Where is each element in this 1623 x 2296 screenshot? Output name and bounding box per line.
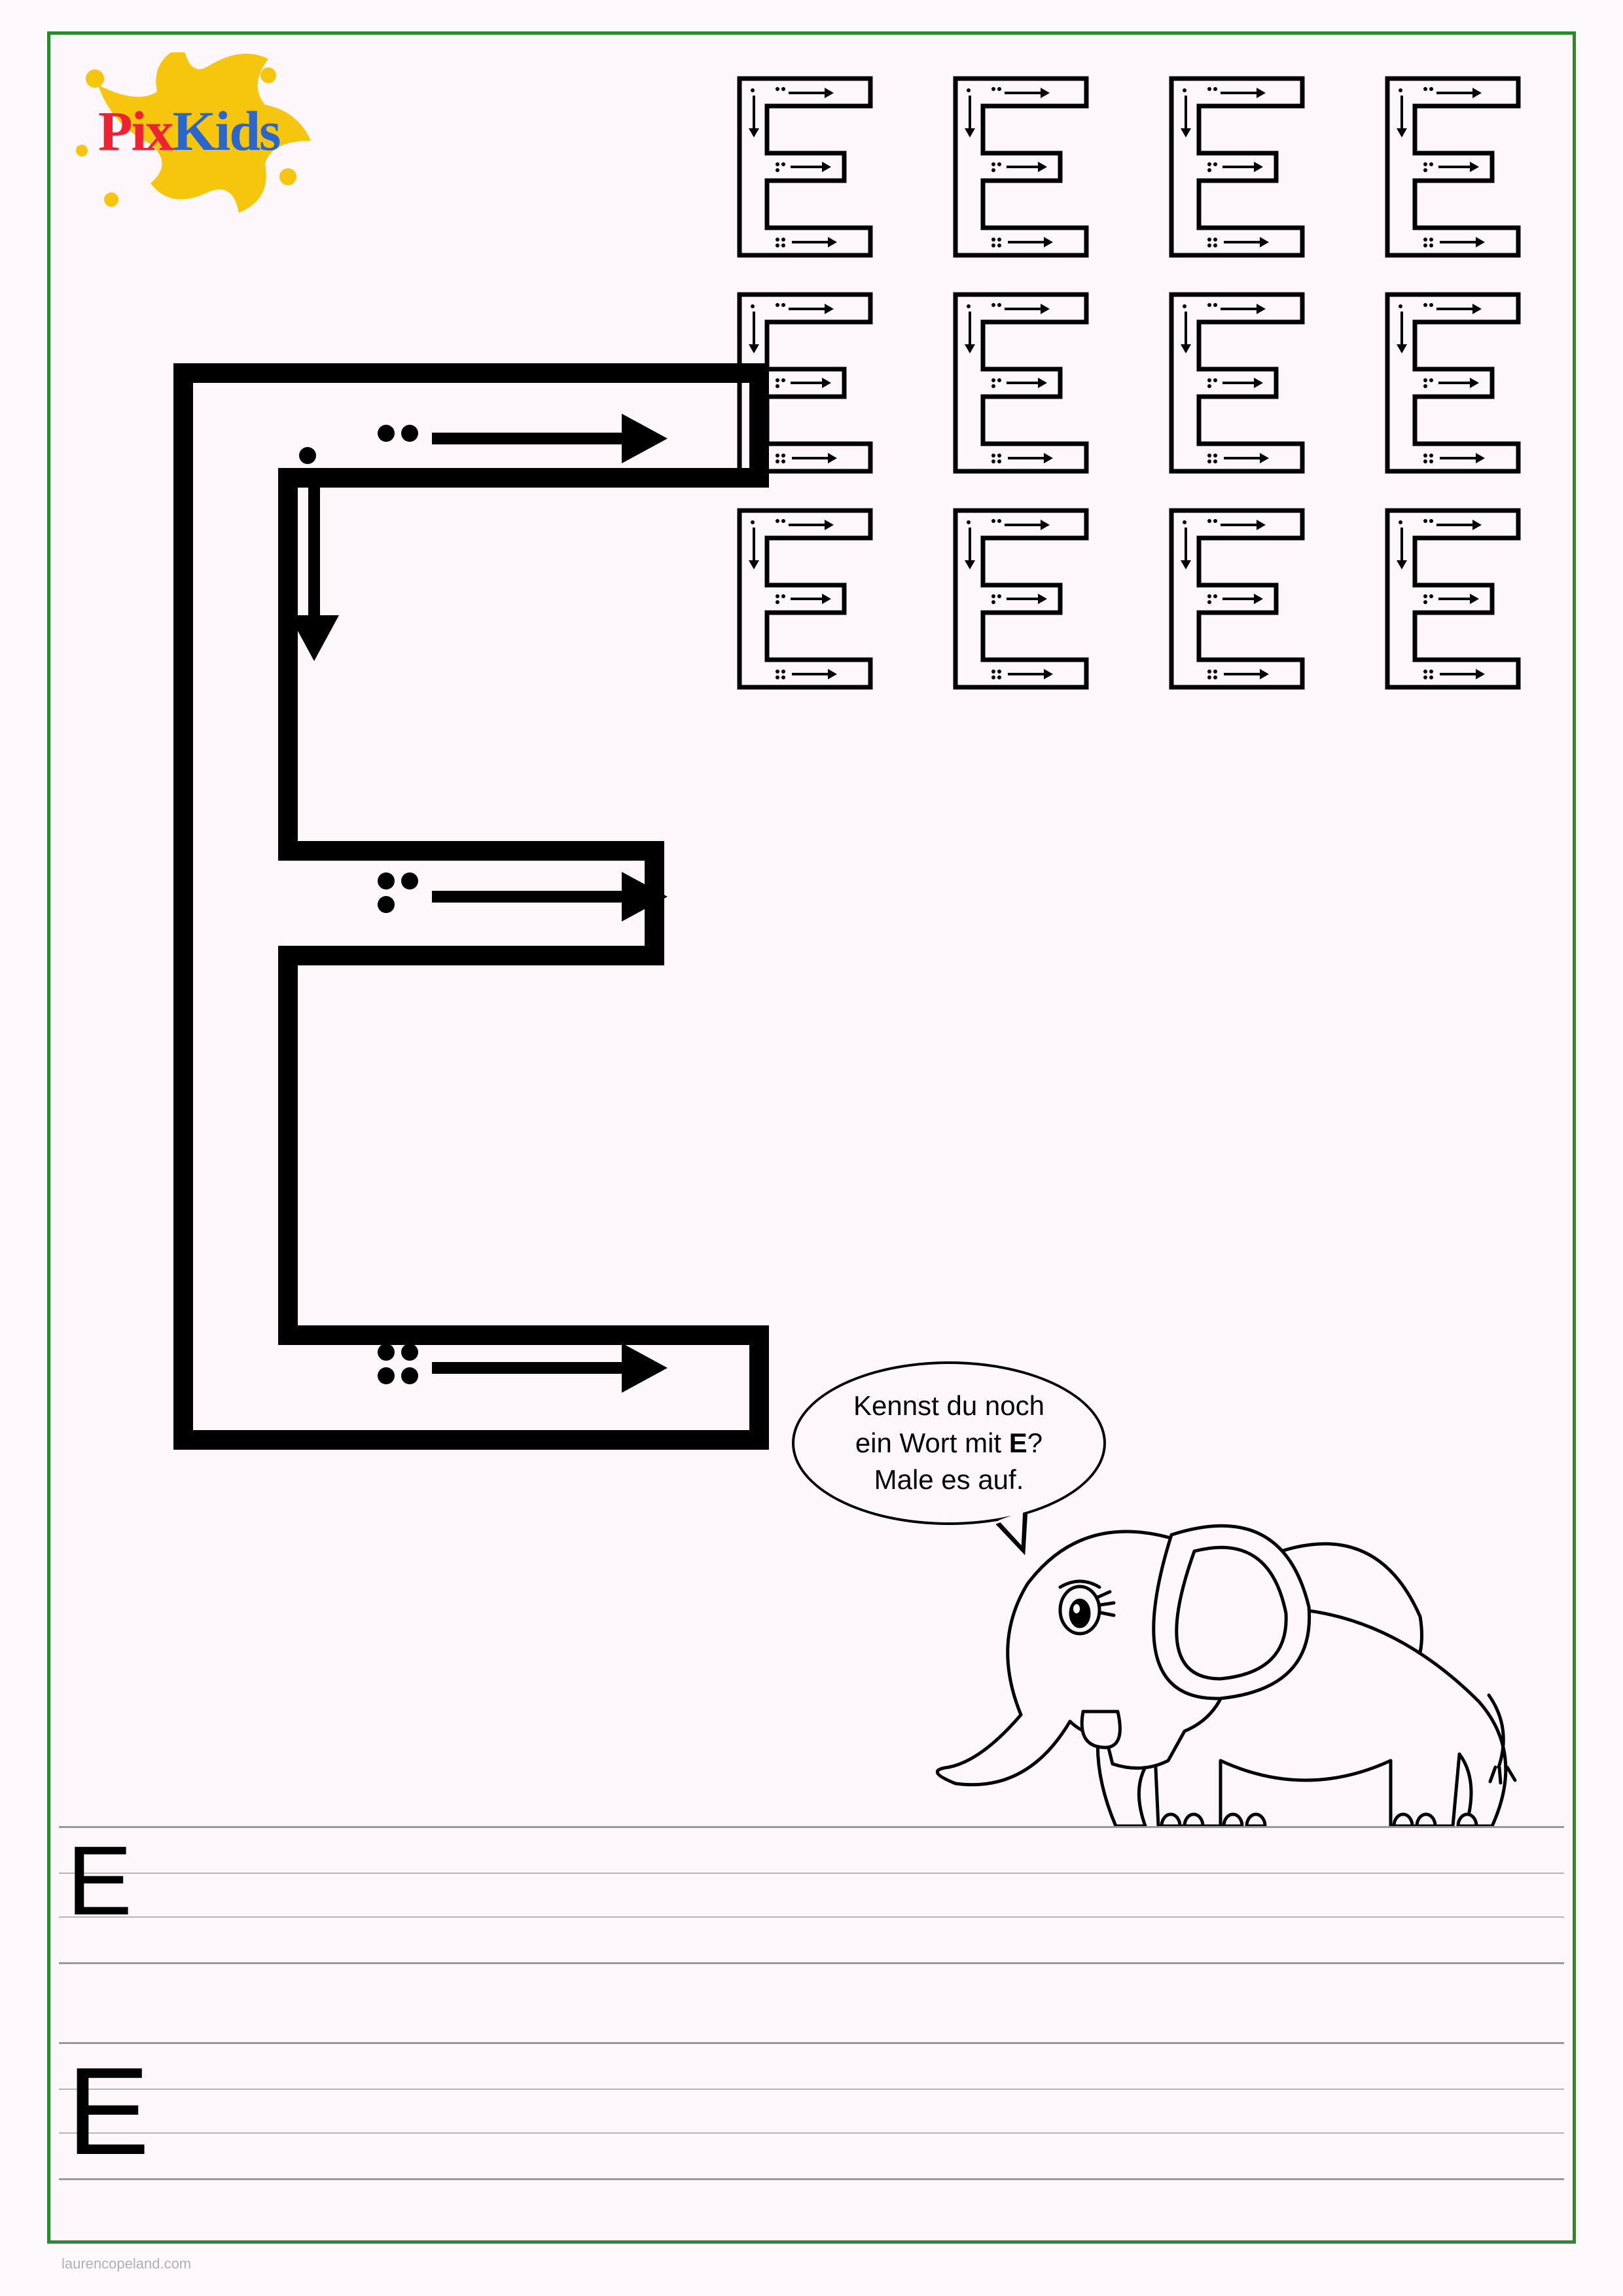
small-letter-cell: [713, 288, 897, 484]
small-letter-cell: [1145, 72, 1329, 268]
writing-block: E: [59, 1826, 1564, 1964]
big-letter-e: [144, 347, 772, 1463]
small-letter-cell: [1145, 288, 1329, 484]
writing-block: E: [59, 2042, 1564, 2180]
small-letter-cell: [1145, 504, 1329, 700]
logo-text: PixKids: [98, 98, 280, 164]
bubble-line2b: E: [1009, 1427, 1027, 1458]
small-letter-e-icon: [1162, 504, 1312, 694]
small-letter-e-icon: [1378, 504, 1528, 694]
big-letter-svg: [144, 347, 772, 1460]
small-letter-e-icon: [730, 72, 880, 262]
bubble-line2c: ?: [1027, 1427, 1043, 1458]
small-letter-e-icon: [946, 288, 1096, 478]
small-letter-cell: [1361, 72, 1544, 268]
small-letter-e-icon: [730, 288, 880, 478]
small-letter-cell: [713, 72, 897, 268]
logo-part1: Pix: [98, 99, 172, 162]
writing-start-letter: E: [67, 1824, 132, 1937]
small-letter-e-icon: [1378, 288, 1528, 478]
footer-url: laurencopeland.com: [62, 2255, 191, 2272]
logo: PixKids: [72, 52, 347, 226]
small-letter-e-icon: [1162, 72, 1312, 262]
elephant-icon: [936, 1479, 1525, 1846]
small-letter-cell: [929, 504, 1113, 700]
small-letter-cell: [1361, 504, 1544, 700]
small-letter-e-icon: [1378, 72, 1528, 262]
small-letter-cell: [929, 288, 1113, 484]
small-letter-e-icon: [946, 72, 1096, 262]
small-letter-e-icon: [1162, 288, 1312, 478]
small-letter-e-icon: [946, 504, 1096, 694]
small-letter-cell: [1361, 288, 1544, 484]
small-letter-cell: [929, 72, 1113, 268]
elephant-illustration: [936, 1479, 1525, 1849]
page: PixKids Kennst du noch ein Wort mit E? M…: [0, 0, 1623, 2296]
logo-part2: Kids: [172, 99, 279, 162]
bubble-line1: Kennst du noch: [853, 1390, 1044, 1421]
small-letter-e-icon: [730, 504, 880, 694]
small-letter-grid: [713, 72, 1544, 700]
writing-start-letter: E: [67, 2040, 150, 2183]
bubble-line2a: ein Wort mit: [855, 1427, 1009, 1458]
small-letter-cell: [713, 504, 897, 700]
